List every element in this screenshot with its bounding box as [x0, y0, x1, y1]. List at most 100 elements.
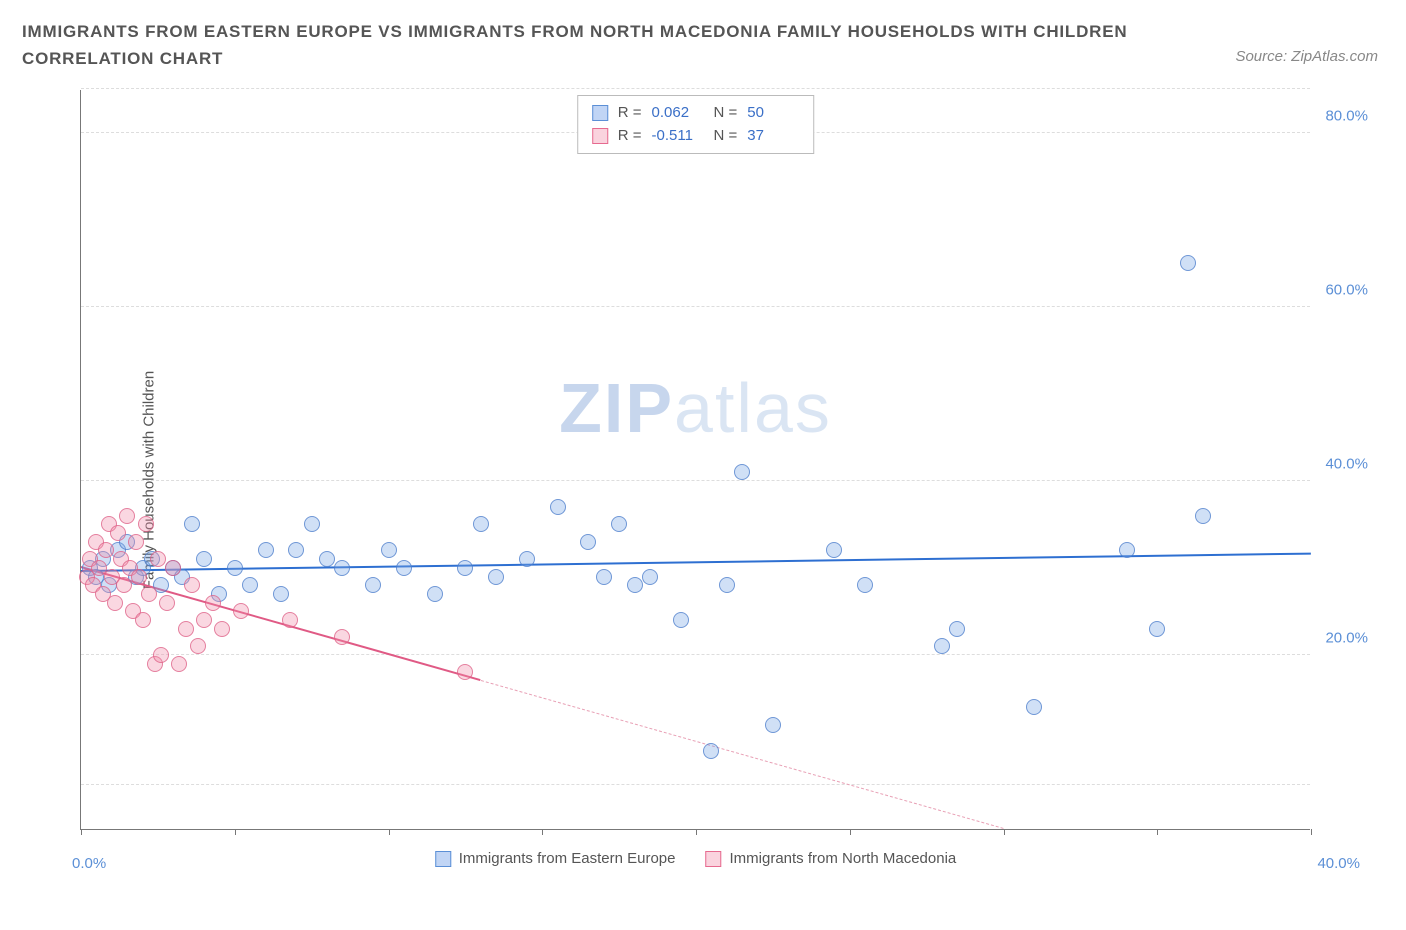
swatch-blue-icon [435, 851, 451, 867]
data-point [107, 595, 123, 611]
y-tick-label: 60.0% [1325, 281, 1368, 298]
x-tick [389, 829, 390, 835]
data-point [98, 542, 114, 558]
swatch-blue-icon [592, 105, 608, 121]
x-tick [696, 829, 697, 835]
data-point [719, 577, 735, 593]
r-label: R = [618, 102, 642, 125]
x-tick [81, 829, 82, 835]
legend-label-blue: Immigrants from Eastern Europe [459, 850, 676, 867]
data-point [1149, 621, 1165, 637]
n-label: N = [714, 125, 738, 148]
data-point [627, 577, 643, 593]
data-point [288, 542, 304, 558]
data-point [1026, 699, 1042, 715]
legend-item-blue: Immigrants from Eastern Europe [435, 850, 676, 867]
x-tick [850, 829, 851, 835]
data-point [673, 612, 689, 628]
data-point [258, 542, 274, 558]
data-point [427, 586, 443, 602]
data-point [488, 569, 504, 585]
data-point [227, 560, 243, 576]
correlation-legend: R = 0.062 N = 50 R = -0.511 N = 37 [577, 95, 815, 154]
data-point [128, 534, 144, 550]
x-tick [1004, 829, 1005, 835]
trend-line [481, 680, 1004, 829]
data-point [119, 508, 135, 524]
data-point [319, 551, 335, 567]
data-point [233, 603, 249, 619]
data-point [141, 586, 157, 602]
data-point [765, 717, 781, 733]
data-point [826, 542, 842, 558]
gridline [81, 654, 1310, 655]
data-point [171, 656, 187, 672]
data-point [396, 560, 412, 576]
data-point [949, 621, 965, 637]
x-tick [1311, 829, 1312, 835]
n-value-pink: 37 [747, 125, 799, 148]
r-value-blue: 0.062 [652, 102, 704, 125]
data-point [334, 560, 350, 576]
data-point [196, 612, 212, 628]
data-point [365, 577, 381, 593]
data-point [703, 743, 719, 759]
legend-label-pink: Immigrants from North Macedonia [730, 850, 957, 867]
data-point [184, 516, 200, 532]
y-tick-label: 80.0% [1325, 107, 1368, 124]
legend-row-blue: R = 0.062 N = 50 [592, 102, 800, 125]
x-axis-max-label: 40.0% [1317, 855, 1360, 872]
gridline [81, 784, 1310, 785]
data-point [214, 621, 230, 637]
x-tick [235, 829, 236, 835]
data-point [473, 516, 489, 532]
data-point [184, 577, 200, 593]
x-tick [1157, 829, 1158, 835]
legend-row-pink: R = -0.511 N = 37 [592, 125, 800, 148]
source-label: Source: ZipAtlas.com [1235, 48, 1378, 65]
data-point [138, 516, 154, 532]
data-point [642, 569, 658, 585]
data-point [334, 629, 350, 645]
swatch-pink-icon [706, 851, 722, 867]
data-point [116, 577, 132, 593]
data-point [457, 560, 473, 576]
y-tick-label: 40.0% [1325, 455, 1368, 472]
gridline [81, 306, 1310, 307]
plot-area: ZIPatlas R = 0.062 N = 50 R = -0.511 N =… [80, 90, 1310, 830]
data-point [131, 569, 147, 585]
data-point [153, 647, 169, 663]
data-point [273, 586, 289, 602]
x-axis-min-label: 0.0% [72, 855, 106, 872]
data-point [857, 577, 873, 593]
watermark: ZIPatlas [559, 368, 832, 448]
chart-title-line1: IMMIGRANTS FROM EASTERN EUROPE VS IMMIGR… [22, 18, 1384, 45]
data-point [611, 516, 627, 532]
legend-item-pink: Immigrants from North Macedonia [706, 850, 957, 867]
data-point [242, 577, 258, 593]
y-tick-label: 20.0% [1325, 629, 1368, 646]
data-point [1195, 508, 1211, 524]
data-point [178, 621, 194, 637]
data-point [304, 516, 320, 532]
series-legend: Immigrants from Eastern Europe Immigrant… [435, 850, 957, 867]
data-point [196, 551, 212, 567]
chart-container: Family Households with Children ZIPatlas… [50, 90, 1380, 870]
data-point [734, 464, 750, 480]
n-label: N = [714, 102, 738, 125]
data-point [159, 595, 175, 611]
data-point [1180, 255, 1196, 271]
n-value-blue: 50 [747, 102, 799, 125]
x-tick [542, 829, 543, 835]
data-point [282, 612, 298, 628]
data-point [135, 612, 151, 628]
data-point [934, 638, 950, 654]
data-point [519, 551, 535, 567]
data-point [190, 638, 206, 654]
data-point [580, 534, 596, 550]
r-label: R = [618, 125, 642, 148]
data-point [150, 551, 166, 567]
data-point [205, 595, 221, 611]
data-point [1119, 542, 1135, 558]
data-point [381, 542, 397, 558]
